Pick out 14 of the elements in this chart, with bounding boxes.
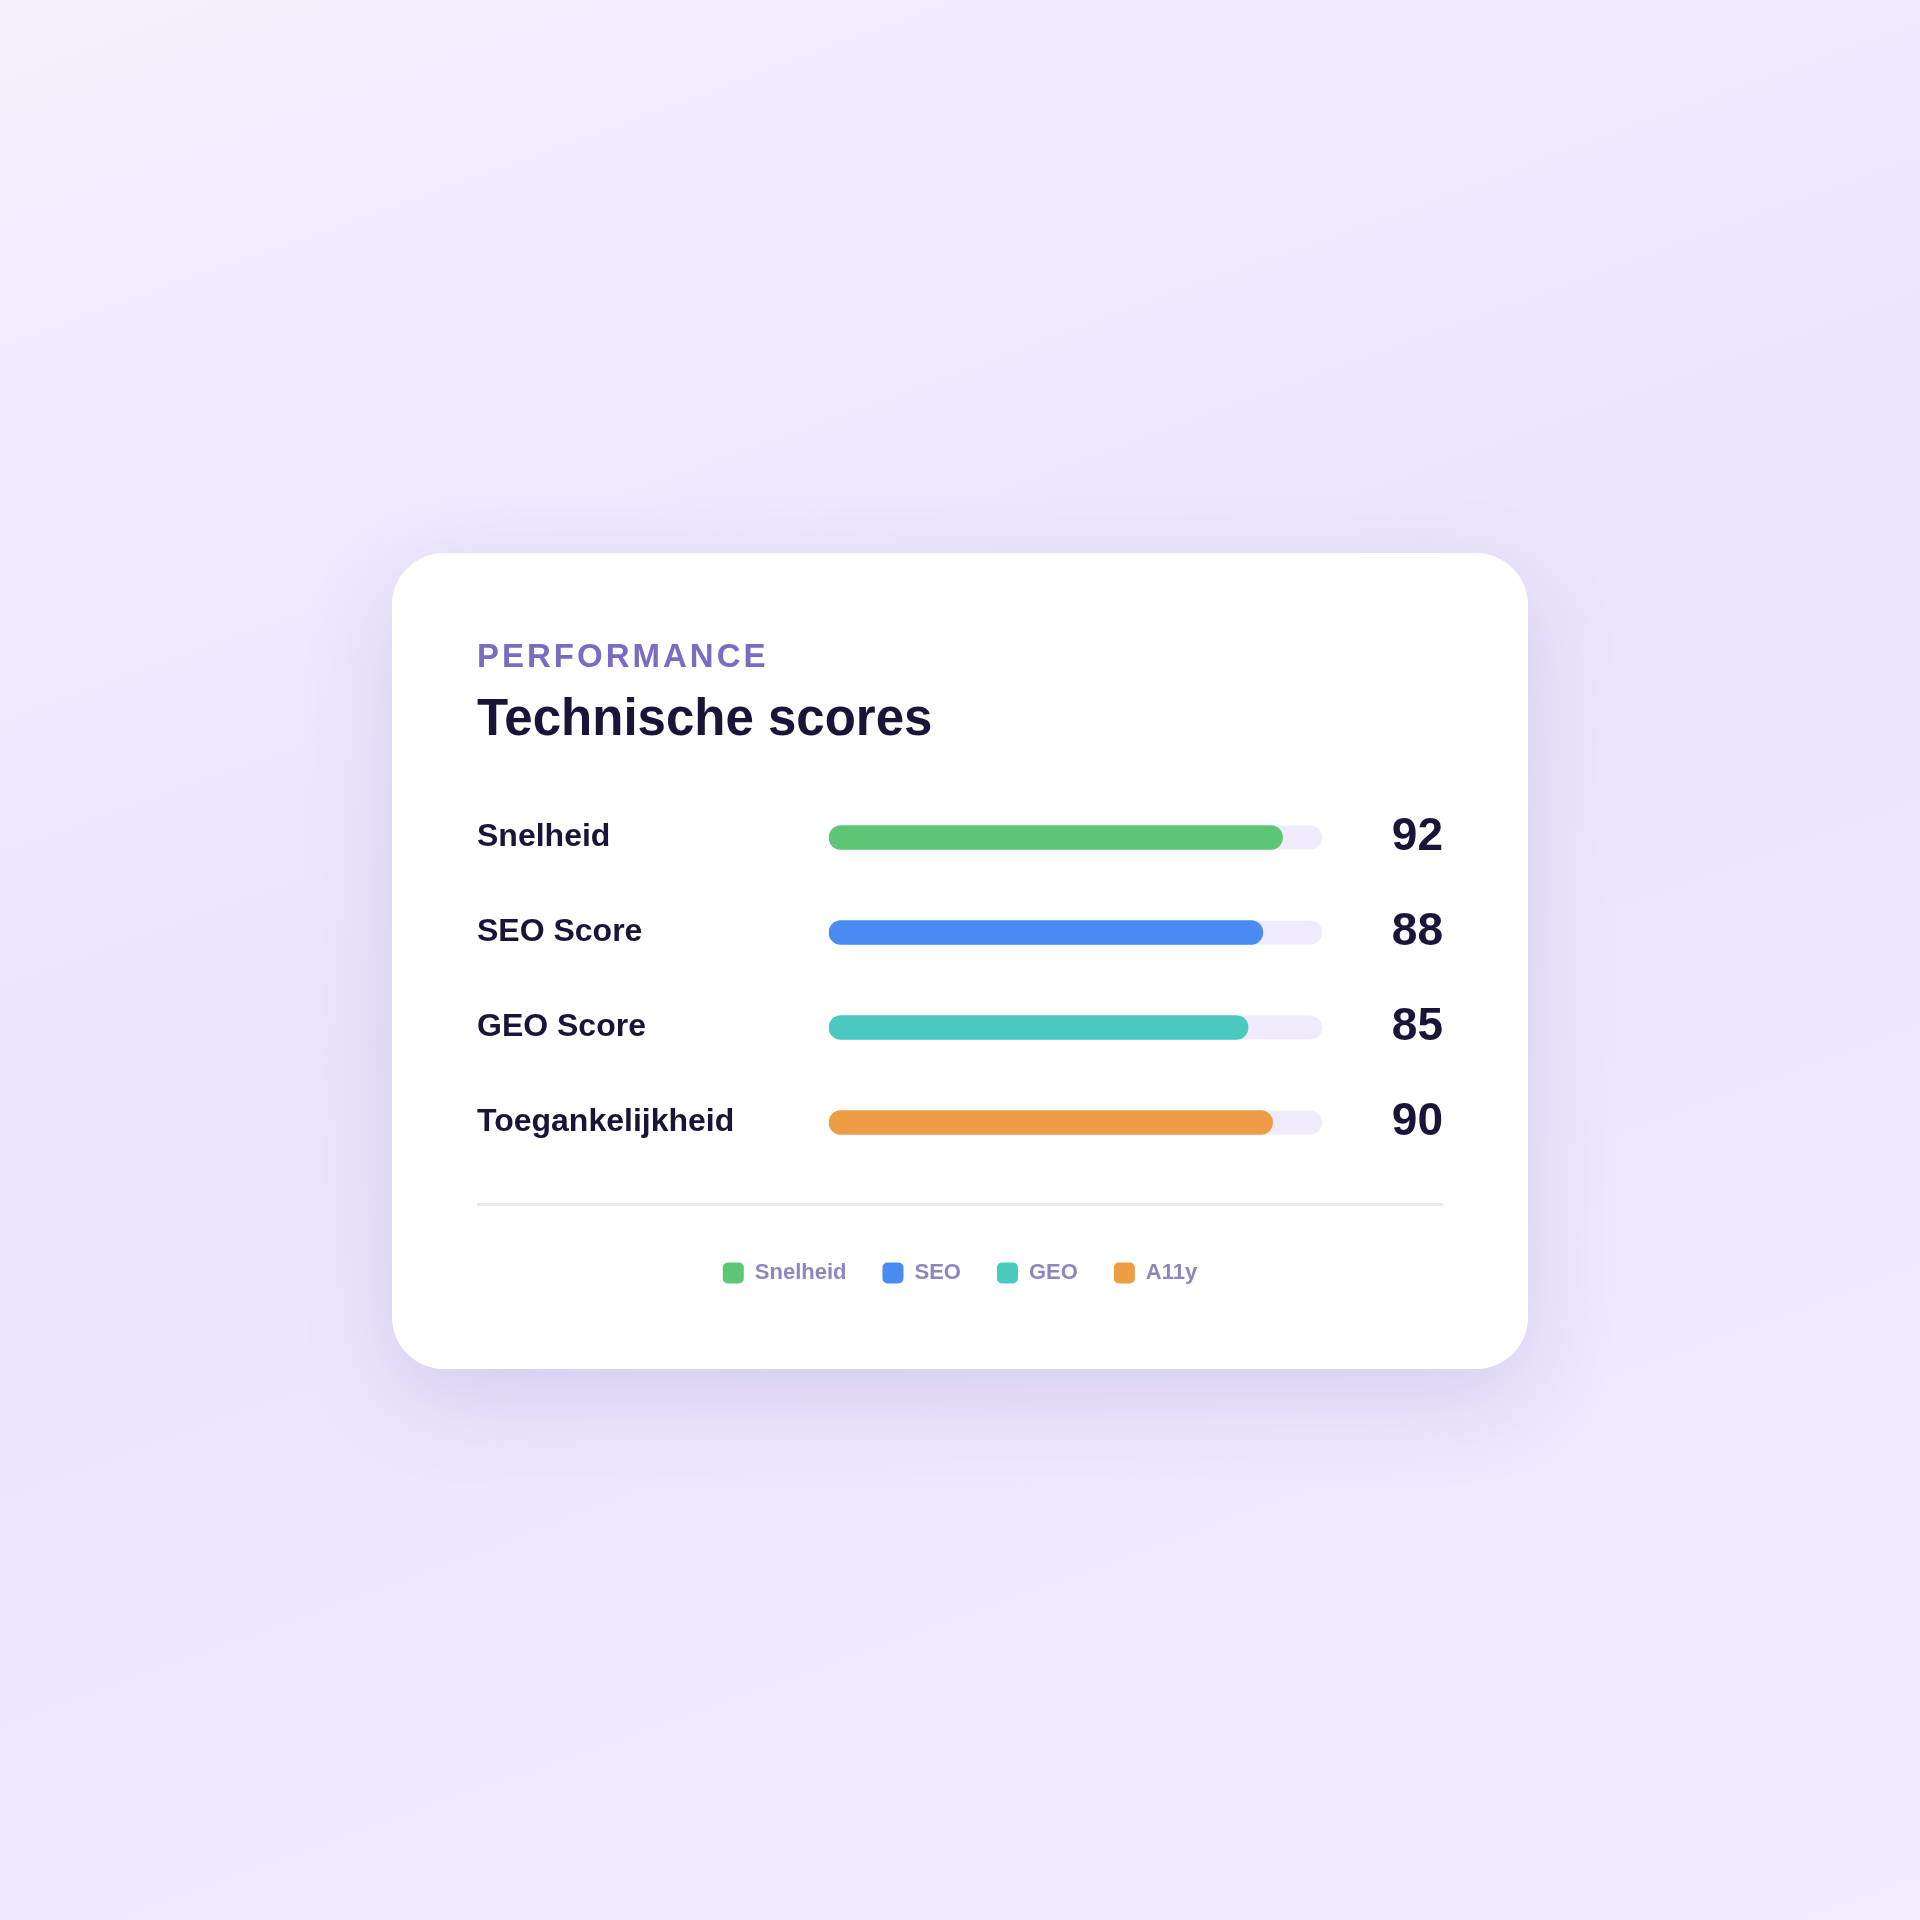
y-tick-label: Toegankelijkheid xyxy=(477,1102,735,1139)
data-label: 88 xyxy=(1391,903,1443,956)
y-tick-label: SEO Score xyxy=(477,912,643,949)
data-label: 90 xyxy=(1391,1093,1443,1146)
legend-label: A11y xyxy=(1145,1259,1198,1285)
legend-label: GEO xyxy=(1028,1259,1078,1285)
legend-label: Snelheid xyxy=(754,1259,847,1285)
data-label: 85 xyxy=(1391,998,1443,1051)
chart-title: Technische scores xyxy=(477,689,933,746)
y-tick-label: GEO Score xyxy=(477,1007,646,1044)
y-tick-label: Snelheid xyxy=(477,817,611,854)
chart-subtitle: PERFORMANCE xyxy=(477,637,769,674)
data-label: 92 xyxy=(1391,808,1443,861)
legend-label: SEO xyxy=(914,1259,961,1285)
